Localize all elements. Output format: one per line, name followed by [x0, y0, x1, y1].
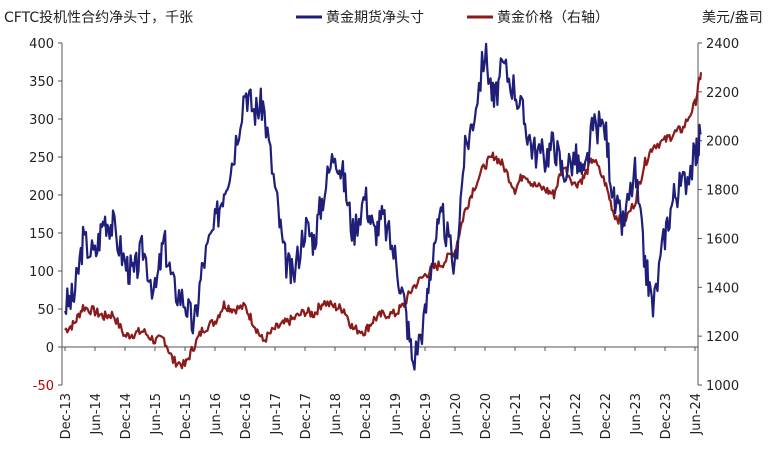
right-tick-label: 1800 — [706, 184, 739, 199]
right-tick-label: 2200 — [706, 86, 739, 101]
right-tick-label: 1600 — [706, 232, 739, 247]
left-tick-label: 150 — [29, 227, 54, 242]
right-axis-unit: 美元/盎司 — [702, 10, 763, 26]
right-tick-label: 2400 — [706, 37, 739, 52]
right-tick-label: 1200 — [706, 330, 739, 345]
x-tick-label: Jun-17 — [269, 393, 284, 436]
x-tick-label: Jun-18 — [329, 393, 344, 436]
series-line-gold-price — [64, 72, 703, 370]
left-tick-label: 300 — [29, 113, 54, 128]
left-tick-label: 100 — [29, 265, 54, 280]
series-layer — [63, 42, 703, 371]
x-tick-label: Dec-16 — [239, 393, 254, 439]
x-tick-label: Dec-20 — [479, 393, 494, 439]
legend-label-position: 黄金期货净头寸 — [326, 9, 424, 26]
series-line-net-position — [63, 42, 702, 371]
tick-labels: -50 0 50 100 150 200 250 300 350 400 1000 1200 1400 1… — [29, 37, 739, 439]
x-tick-label: Jun-19 — [389, 393, 404, 436]
left-tick-label: 250 — [29, 151, 54, 166]
x-tick-label: Jun-23 — [629, 393, 644, 436]
right-tick-label: 1400 — [706, 281, 739, 296]
left-tick-label: -50 — [33, 379, 54, 394]
x-tick-label: Jun-20 — [449, 393, 464, 436]
left-tick-label: 200 — [29, 189, 54, 204]
right-tick-label: 1000 — [706, 379, 739, 394]
left-tick-label: 400 — [29, 37, 54, 52]
x-tick-label: Jun-21 — [509, 393, 524, 436]
x-tick-label: Dec-19 — [419, 393, 434, 439]
x-tick-label: Jun-22 — [569, 393, 584, 436]
x-tick-label: Jun-14 — [89, 393, 104, 436]
legend: 黄金期货净头寸 黄金价格（右轴） — [296, 9, 609, 26]
x-tick-label: Dec-22 — [599, 393, 614, 439]
x-tick-label: Jun-16 — [209, 393, 224, 436]
chart-title: CFTC投机性合约净头寸，千张 — [4, 10, 193, 26]
x-tick-label: Dec-15 — [179, 393, 194, 439]
x-tick-label: Dec-18 — [359, 393, 374, 439]
x-tick-label: Dec-17 — [299, 393, 314, 439]
left-tick-label: 350 — [29, 75, 54, 90]
x-tick-label: Dec-13 — [59, 393, 74, 439]
left-tick-label: 50 — [37, 303, 54, 318]
x-tick-label: Dec-21 — [539, 393, 554, 439]
x-tick-label: Dec-23 — [659, 393, 674, 439]
left-tick-label: 0 — [46, 341, 54, 356]
legend-label-price: 黄金价格（右轴） — [497, 9, 609, 26]
x-tick-label: Dec-14 — [119, 393, 134, 439]
x-tick-label: Jun-15 — [149, 393, 164, 436]
x-tick-label: Jun-24 — [689, 393, 704, 436]
right-tick-label: 2000 — [706, 135, 739, 150]
